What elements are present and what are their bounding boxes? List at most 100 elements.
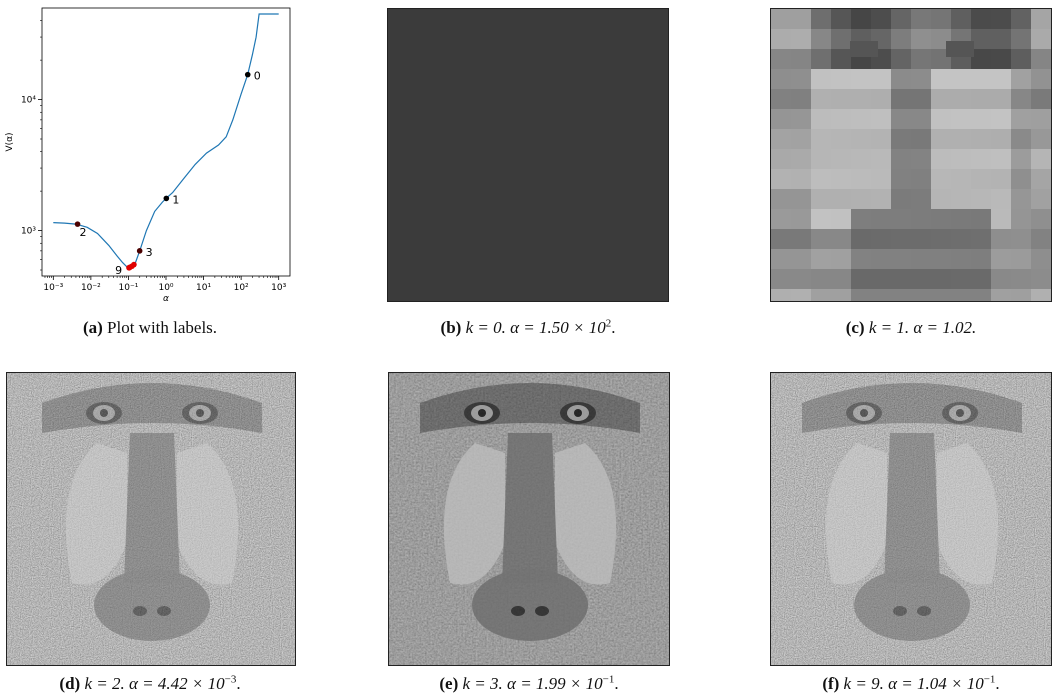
pixel-block <box>951 109 971 129</box>
x-axis-label: α <box>163 294 169 304</box>
pixel-block <box>971 189 991 209</box>
pixel-block <box>971 129 991 149</box>
caption-c-tag: (c) <box>845 318 865 337</box>
pixel-block <box>1051 149 1052 169</box>
pixel-block <box>891 289 911 301</box>
pixel-block <box>771 169 791 189</box>
pixel-block <box>911 9 931 29</box>
pixel-block <box>831 29 851 49</box>
pixel-block <box>851 9 871 29</box>
pixel-block <box>1051 129 1052 149</box>
pixel-block <box>991 269 1011 289</box>
caption-b-end: . <box>611 318 616 337</box>
pixel-block <box>831 49 851 69</box>
pixel-block <box>851 89 871 109</box>
data-point <box>136 248 143 254</box>
pixel-block <box>1011 269 1031 289</box>
y-axis-label: V(α) <box>5 132 15 151</box>
point-label: 3 <box>146 246 153 259</box>
right-eye-block <box>946 41 974 57</box>
caption-e-alpha: α = 1.99 × 10 <box>507 674 603 693</box>
y-tick-label: 10⁴ <box>21 96 36 106</box>
point-label: 2 <box>80 226 87 239</box>
pixel-block <box>791 129 811 149</box>
pixel-block <box>791 169 811 189</box>
caption-c-alpha: α = 1.02. <box>913 318 977 337</box>
pixel-block <box>831 129 851 149</box>
pixel-block <box>991 109 1011 129</box>
mandrill-restored-image <box>771 373 1051 665</box>
data-point <box>126 264 132 271</box>
pixel-block <box>891 189 911 209</box>
overlay-texture <box>771 373 1051 665</box>
panel-a-chart: 10⁻³ 10⁻² 10⁻¹ 10⁰ 10¹ 10² 10³ 10³ 10⁴ α V(α) 0 1 2 3 9 <box>0 0 300 310</box>
caption-f: (f) k = 9. α = 1.04 × 10−1. <box>770 674 1052 694</box>
caption-d-exp: −3 <box>224 673 237 686</box>
pixel-block <box>811 69 831 89</box>
pixel-block <box>991 289 1011 301</box>
pixel-block <box>811 169 831 189</box>
pixel-block <box>911 109 931 129</box>
pixel-block <box>911 249 931 269</box>
pixel-block <box>1011 9 1031 29</box>
pixel-block <box>931 209 951 229</box>
pixel-block <box>1031 289 1051 301</box>
pixel-block <box>1031 109 1051 129</box>
pixel-block <box>1031 29 1051 49</box>
pixel-block <box>791 109 811 129</box>
pixel-block <box>851 149 871 169</box>
pixel-block <box>951 209 971 229</box>
pixel-block <box>771 109 791 129</box>
caption-c: (c) k = 1. α = 1.02. <box>770 318 1052 338</box>
pixel-block <box>891 129 911 149</box>
pixel-block <box>951 69 971 89</box>
x-tick-label: 10² <box>234 283 249 293</box>
pixel-block <box>771 129 791 149</box>
pixel-block <box>811 229 831 249</box>
x-tick-label: 10⁰ <box>158 283 173 293</box>
pixel-block <box>871 109 891 129</box>
data-point <box>244 71 251 78</box>
pixel-block <box>971 69 991 89</box>
pixel-block <box>791 9 811 29</box>
pixel-block <box>1051 269 1052 289</box>
pixel-block <box>971 269 991 289</box>
pixel-block <box>931 69 951 89</box>
caption-d: (d) k = 2. α = 4.42 × 10−3. <box>0 674 300 694</box>
pixel-block <box>1051 189 1052 209</box>
pixel-block <box>791 269 811 289</box>
pixel-block <box>911 289 931 301</box>
pixel-block <box>831 249 851 269</box>
mandrill-smooth-image <box>389 373 669 665</box>
data-point <box>74 221 81 227</box>
pixel-block <box>771 269 791 289</box>
overlay-texture <box>7 373 295 665</box>
pixel-block <box>851 69 871 89</box>
pixel-block <box>891 29 911 49</box>
point-label: 0 <box>254 70 261 83</box>
pixel-block <box>791 209 811 229</box>
pixel-block <box>1031 89 1051 109</box>
pixel-block <box>791 89 811 109</box>
pixel-block <box>991 169 1011 189</box>
pixel-block <box>911 49 931 69</box>
point-label: 9 <box>115 264 122 277</box>
panel-f-image <box>770 372 1052 666</box>
pixel-block <box>831 229 851 249</box>
pixel-block <box>811 269 831 289</box>
mandrill-blocky-image <box>771 9 1052 301</box>
pixel-block <box>1011 29 1031 49</box>
pixel-block <box>771 209 791 229</box>
pixel-block <box>1011 129 1031 149</box>
pixel-block <box>771 69 791 89</box>
caption-e-k: k = 3. <box>462 674 503 693</box>
pixel-block <box>951 149 971 169</box>
pixel-block <box>811 129 831 149</box>
pixel-block <box>811 29 831 49</box>
pixel-block <box>1051 29 1052 49</box>
caption-f-tag: (f) <box>822 674 840 693</box>
pixel-block <box>931 149 951 169</box>
pixel-block <box>891 229 911 249</box>
pixel-block <box>931 89 951 109</box>
pixel-block <box>971 209 991 229</box>
